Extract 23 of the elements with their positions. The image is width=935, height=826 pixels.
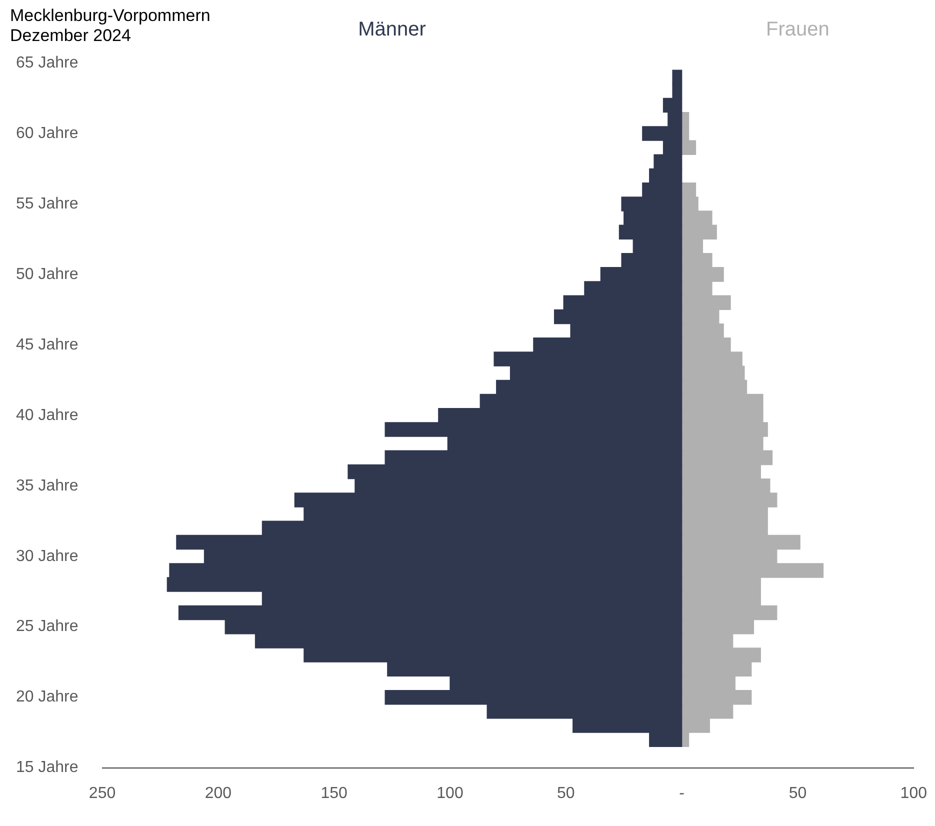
y-tick-label: 25 Jahre — [16, 618, 78, 636]
x-tick-label: 100 — [436, 784, 464, 802]
x-tick-label: 200 — [204, 784, 232, 802]
x-tick-label: 250 — [88, 784, 116, 802]
chart-title: Mecklenburg-Vorpommern — [10, 6, 210, 26]
y-tick-label: 20 Jahre — [16, 688, 78, 706]
y-tick-label: 55 Jahre — [16, 195, 78, 212]
y-tick-label: 60 Jahre — [16, 124, 78, 142]
x-tick-label: - — [679, 784, 684, 802]
text: Männer — [358, 18, 426, 41]
x-tick-label: 150 — [320, 784, 348, 802]
y-tick-label: 35 Jahre — [16, 477, 78, 494]
y-tick-label: 65 Jahre — [16, 54, 78, 72]
y-tick-label: 50 Jahre — [16, 266, 78, 283]
text: Frauen — [766, 18, 830, 41]
x-tick-label: 50 — [788, 784, 807, 802]
chart-subtitle: Dezember 2024 — [10, 26, 132, 46]
x-tick-label: 100 — [900, 784, 928, 802]
y-tick-label: 40 Jahre — [16, 406, 78, 424]
x-tick-label: 50 — [557, 784, 575, 802]
y-tick-label: 30 Jahre — [16, 548, 78, 565]
y-tick-label: 45 Jahre — [16, 336, 78, 354]
y-tick-label: 15 Jahre — [16, 759, 78, 776]
